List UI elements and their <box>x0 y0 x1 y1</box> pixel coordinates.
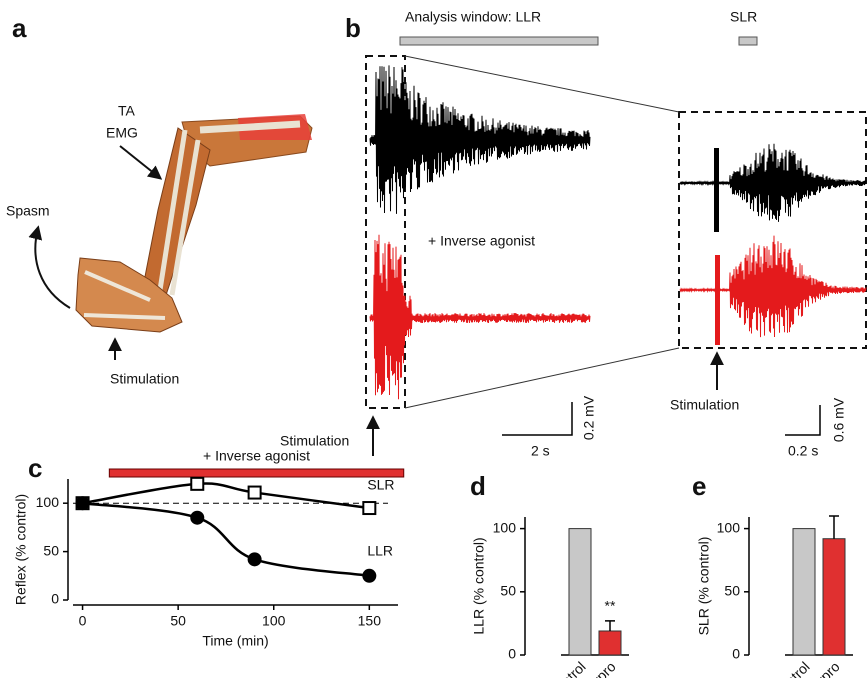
y-tick-label: 0 <box>732 646 740 662</box>
x-tick-label: 150 <box>358 613 382 629</box>
series-line <box>83 484 370 509</box>
window-bar <box>400 37 598 45</box>
treatment-label: + Inverse agonist <box>203 448 310 464</box>
marker <box>191 478 203 490</box>
annotation: TA <box>118 103 136 119</box>
annotation: Analysis window: LLR <box>405 9 541 25</box>
series-label: LLR <box>367 543 393 559</box>
annotation: EMG <box>106 125 138 141</box>
annotation: Stimulation <box>280 433 349 449</box>
y-axis-label: LLR (% control) <box>471 537 487 634</box>
annotation: Spasm <box>6 203 50 219</box>
y-tick-label: 50 <box>724 583 740 599</box>
y-tick-label: 100 <box>493 519 517 535</box>
x-tick-label: 100 <box>262 613 286 629</box>
leg-illustration <box>76 114 312 332</box>
x-tick-label: Control <box>546 658 589 678</box>
error-bar <box>829 516 839 539</box>
x-tick-label: Control <box>770 658 813 678</box>
annotation: + Inverse agonist <box>428 233 535 249</box>
y-axis-label: SLR (% control) <box>696 537 712 636</box>
scale-bar <box>502 402 572 435</box>
y-tick-label: 0 <box>51 591 59 607</box>
y-tick-label: 50 <box>500 583 516 599</box>
window-bar <box>739 37 757 45</box>
marker <box>76 496 90 510</box>
bar <box>823 539 845 655</box>
bar <box>599 631 621 655</box>
y-axis-label: Reflex (% control) <box>13 494 29 605</box>
x-tick-label: 50 <box>170 613 186 629</box>
arrow <box>120 146 160 178</box>
scale-bar <box>785 405 820 435</box>
zoom-line <box>405 56 679 112</box>
y-tick-label: 0 <box>508 646 516 662</box>
emg-trace <box>370 65 590 214</box>
y-tick-label: 100 <box>717 519 741 535</box>
panel-label: a <box>12 13 27 43</box>
bar <box>793 529 815 655</box>
annotation: Stimulation <box>110 371 179 387</box>
error-bar <box>605 621 615 631</box>
panel-label: b <box>345 13 361 43</box>
arrow <box>35 228 70 308</box>
bar <box>569 529 591 655</box>
x-tick-label: 0 <box>79 613 87 629</box>
treatment-bar <box>109 469 403 477</box>
scale-label: 0.6 mV <box>831 397 847 442</box>
annotation: SLR <box>730 9 757 25</box>
scale-label: 2 s <box>531 443 550 459</box>
panel-label: e <box>692 471 706 501</box>
scale-label: 0.2 mV <box>581 395 597 440</box>
panel-label: d <box>470 471 486 501</box>
series-line <box>83 503 370 576</box>
figure: a TA EMG Spasm Stimulation b Analysis wi… <box>0 0 868 678</box>
marker <box>362 569 376 583</box>
significance-label: ** <box>605 598 616 614</box>
emg-trace <box>680 236 866 338</box>
annotation: Stimulation <box>670 397 739 413</box>
scale-label: 0.2 s <box>788 443 818 459</box>
marker <box>363 502 375 514</box>
stim-artifact <box>714 148 719 232</box>
stim-artifact <box>715 255 720 345</box>
zoom-line <box>405 348 679 408</box>
emg-trace <box>680 144 866 222</box>
marker <box>249 487 261 499</box>
marker <box>190 511 204 525</box>
y-tick-label: 50 <box>43 542 59 558</box>
series-label: SLR <box>367 477 394 493</box>
marker <box>248 552 262 566</box>
panel-label: c <box>28 453 42 483</box>
x-axis-label: Time (min) <box>202 633 268 649</box>
y-tick-label: 100 <box>36 494 60 510</box>
